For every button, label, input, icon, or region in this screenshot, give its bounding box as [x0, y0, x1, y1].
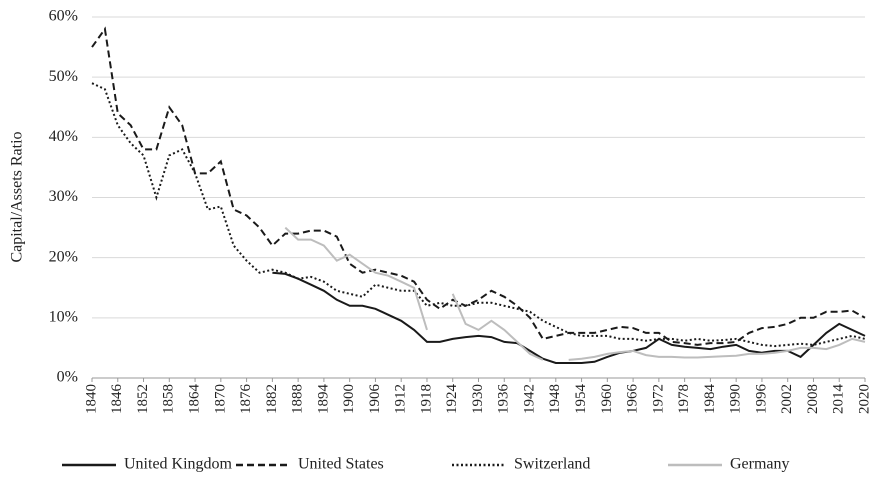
y-tick-label: 50% — [49, 68, 78, 85]
x-tick-label: 1996 — [753, 384, 769, 415]
y-tick-label: 0% — [57, 369, 78, 386]
x-tick-label: 1858 — [161, 384, 177, 414]
y-tick-label: 10% — [49, 309, 78, 326]
x-tick-label: 1942 — [521, 384, 537, 414]
x-tick-label: 2020 — [856, 384, 872, 414]
x-tick-label: 1972 — [650, 384, 666, 414]
x-tick-label: 1924 — [444, 384, 460, 415]
x-tick-label: 1960 — [599, 384, 615, 414]
x-tick-label: 1990 — [728, 384, 744, 414]
x-tick-label: 1906 — [367, 384, 383, 415]
x-tick-label: 1930 — [470, 384, 486, 414]
x-tick-label: 1894 — [315, 384, 331, 415]
x-tick-label: 1888 — [290, 384, 306, 414]
x-tick-label: 1966 — [625, 384, 641, 415]
x-tick-label: 1978 — [676, 384, 692, 414]
x-tick-label: 1882 — [264, 384, 280, 414]
x-tick-label: 1870 — [212, 384, 228, 414]
x-tick-label: 1900 — [341, 384, 357, 414]
x-tick-label: 1918 — [418, 384, 434, 414]
y-axis-label: Capital/Assets Ratio — [9, 131, 26, 262]
y-tick-label: 60% — [49, 8, 78, 25]
x-tick-label: 1936 — [496, 384, 512, 415]
y-tick-label: 20% — [49, 248, 78, 265]
x-tick-label: 2008 — [805, 384, 821, 414]
legend-label: United Kingdom — [124, 456, 233, 473]
legend-label: Switzerland — [514, 456, 590, 473]
series-line — [91, 26, 866, 346]
x-tick-label: 1954 — [573, 384, 589, 415]
x-tick-label: 1912 — [393, 384, 409, 414]
x-tick-label: 1984 — [702, 384, 718, 415]
y-tick-label: 30% — [49, 188, 78, 205]
y-tick-label: 40% — [49, 128, 78, 145]
x-tick-label: 1852 — [135, 384, 151, 414]
x-tick-label: 1948 — [547, 384, 563, 414]
x-tick-label: 1840 — [83, 384, 99, 414]
x-tick-label: 2002 — [779, 384, 795, 414]
series-line — [284, 226, 866, 361]
x-tick-label: 2014 — [831, 384, 847, 415]
legend-label: United States — [298, 456, 384, 473]
series-line — [91, 82, 866, 348]
x-tick-label: 1864 — [187, 384, 203, 415]
x-tick-label: 1846 — [109, 384, 125, 415]
series-line — [272, 271, 866, 364]
legend-label: Germany — [730, 456, 790, 473]
x-tick-label: 1876 — [238, 384, 254, 415]
